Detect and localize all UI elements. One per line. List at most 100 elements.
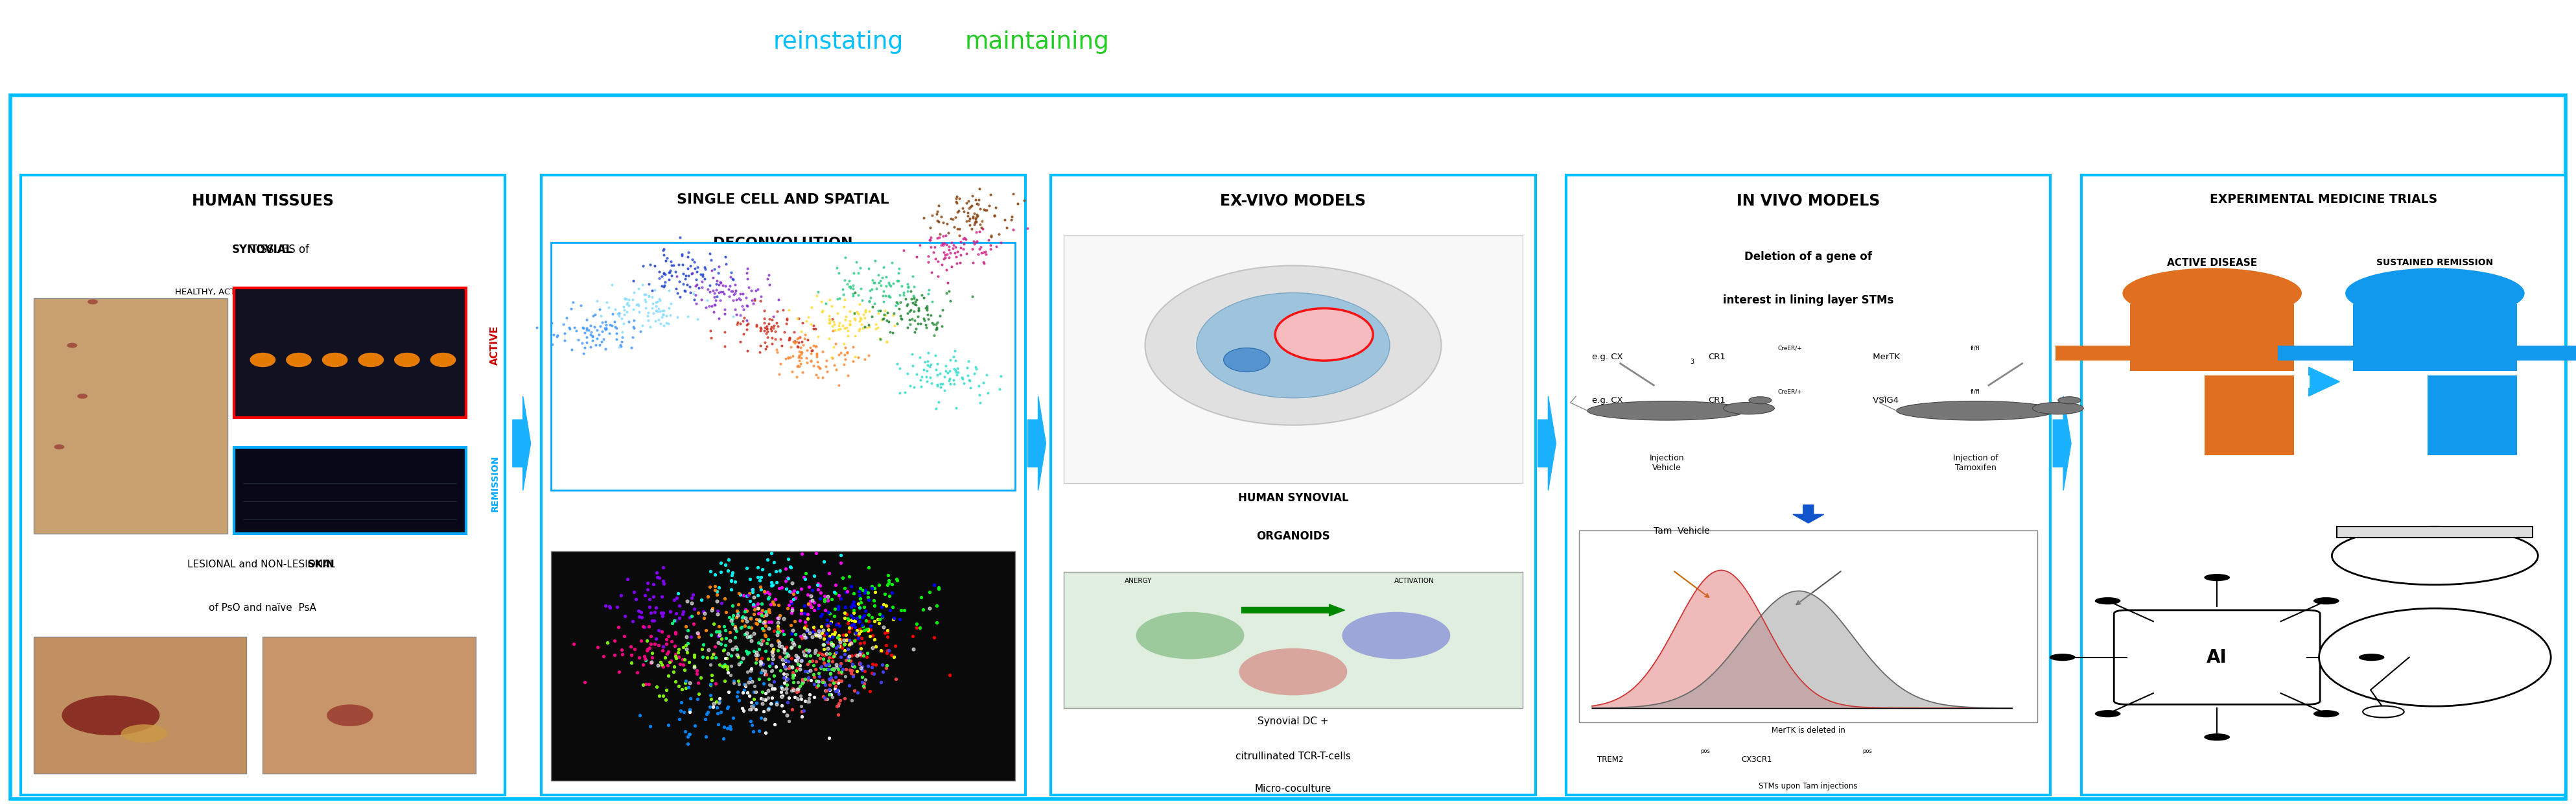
Point (868, 289, 909, 302)
Point (873, 600, 914, 613)
Point (896, 368, 938, 380)
Point (811, 324, 853, 337)
Point (824, 638, 866, 650)
FancyBboxPatch shape (1064, 235, 1522, 484)
Point (747, 672, 788, 685)
Point (670, 676, 711, 689)
Point (809, 658, 850, 671)
Point (781, 705, 822, 718)
Point (835, 626, 876, 639)
Point (809, 293, 850, 306)
Point (685, 301, 726, 314)
Point (760, 639, 801, 652)
Point (703, 644, 744, 657)
Point (770, 560, 811, 573)
Point (739, 295, 781, 308)
Point (765, 671, 806, 684)
Point (747, 684, 788, 697)
Point (842, 647, 884, 660)
Point (935, 195, 976, 208)
Point (860, 304, 902, 317)
Point (1005, 193, 1046, 206)
Point (956, 215, 997, 228)
Point (961, 202, 1002, 215)
Point (819, 687, 860, 700)
Point (765, 312, 806, 325)
Point (747, 637, 788, 650)
Point (711, 612, 752, 625)
Point (739, 692, 781, 704)
Point (770, 606, 811, 619)
Point (739, 615, 781, 628)
Point (698, 620, 739, 633)
Point (811, 654, 853, 667)
Point (793, 625, 835, 638)
Point (696, 640, 737, 653)
Point (760, 625, 801, 638)
Point (899, 304, 940, 317)
Point (693, 291, 734, 304)
Point (853, 276, 894, 289)
Text: e.g. CX: e.g. CX (1592, 397, 1623, 405)
Point (641, 607, 683, 620)
Point (786, 672, 827, 685)
Point (690, 285, 732, 298)
Point (549, 322, 590, 335)
Point (943, 372, 984, 385)
Point (770, 641, 811, 654)
Point (961, 396, 1002, 409)
Point (835, 307, 876, 320)
Point (672, 649, 714, 662)
Point (832, 618, 873, 631)
Point (631, 301, 672, 314)
Point (814, 587, 855, 600)
Text: REMISSION: REMISSION (489, 455, 500, 512)
Point (848, 625, 889, 638)
Point (621, 634, 662, 647)
Point (719, 335, 760, 348)
Point (618, 282, 659, 295)
Point (716, 285, 757, 297)
Point (564, 347, 605, 359)
Point (585, 323, 626, 336)
Point (726, 272, 768, 285)
Point (917, 357, 958, 370)
Point (714, 279, 755, 292)
Point (652, 654, 693, 667)
Point (647, 310, 688, 322)
Point (799, 624, 840, 637)
Point (680, 268, 721, 281)
Point (871, 256, 912, 269)
Point (665, 653, 706, 666)
Text: ACTIVE: ACTIVE (489, 326, 500, 365)
Point (896, 310, 938, 323)
Point (837, 612, 878, 625)
Point (724, 605, 765, 618)
Point (639, 689, 680, 702)
Point (781, 673, 822, 686)
Point (778, 359, 819, 372)
Point (976, 240, 1018, 253)
Point (768, 304, 809, 317)
Point (533, 328, 574, 341)
Point (809, 679, 850, 692)
Point (590, 601, 631, 614)
Point (752, 337, 793, 350)
Point (832, 597, 873, 610)
Point (706, 651, 747, 664)
Point (850, 624, 891, 637)
Point (866, 579, 907, 592)
Point (721, 686, 762, 699)
Point (654, 652, 696, 665)
Point (917, 322, 958, 335)
Point (796, 368, 837, 381)
Text: Tam  Vehicle: Tam Vehicle (1654, 527, 1710, 536)
Point (775, 359, 817, 372)
Point (824, 348, 866, 361)
Point (842, 609, 884, 621)
Point (781, 346, 822, 359)
Point (791, 347, 832, 359)
Point (811, 636, 853, 649)
Point (762, 653, 804, 666)
Point (747, 326, 788, 339)
